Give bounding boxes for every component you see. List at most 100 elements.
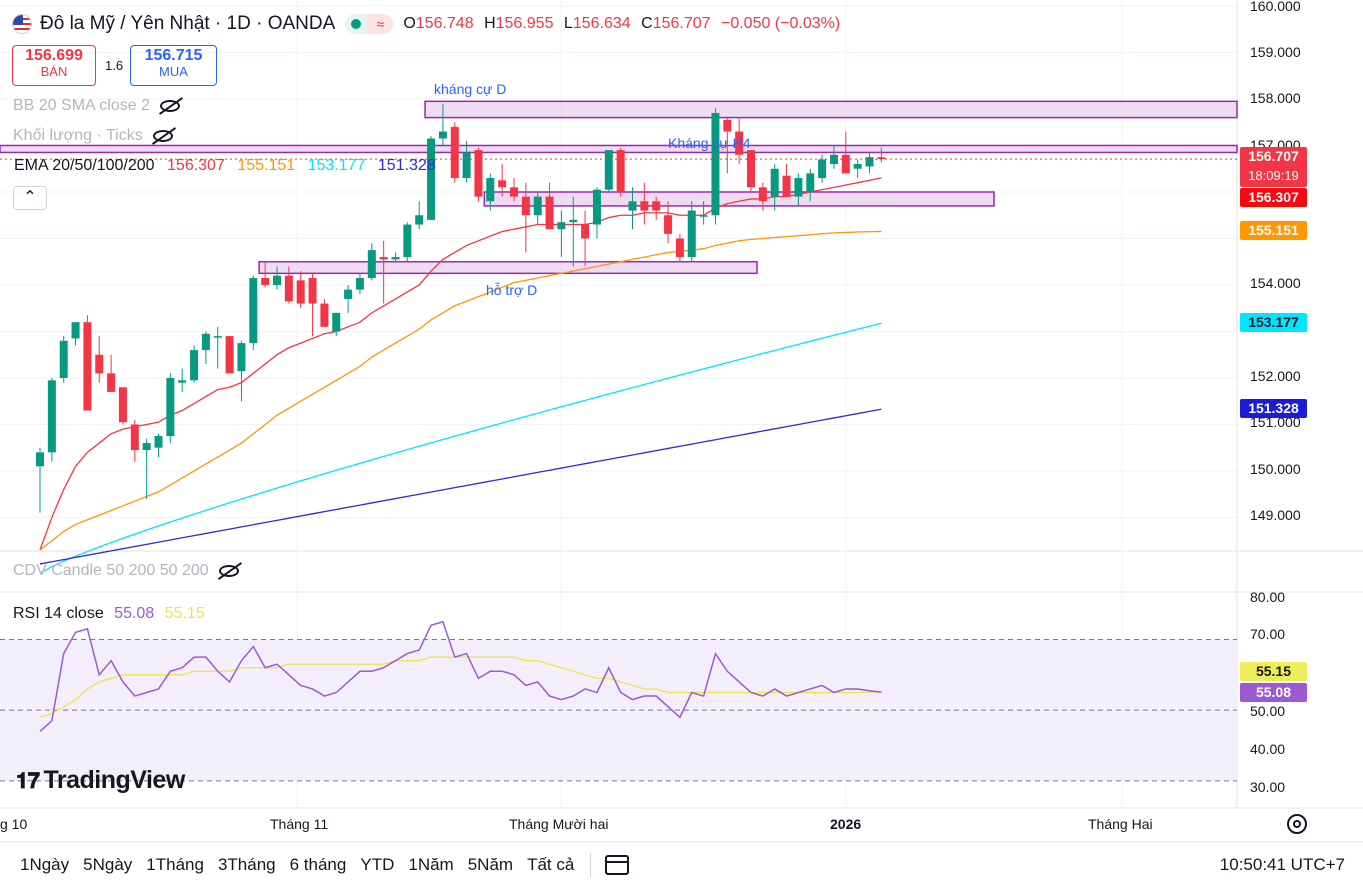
market-open-icon <box>345 14 368 34</box>
rsi-band <box>0 639 1237 781</box>
symbol-title[interactable]: Đô la Mỹ / Yên Nhật · 1D · OANDA <box>40 13 336 34</box>
volume-indicator-legend[interactable]: Khối lượng · Ticks <box>13 127 173 145</box>
range-5d-button[interactable]: 5Ngày <box>83 855 133 874</box>
low-label: L <box>563 15 573 32</box>
candle-body <box>249 278 258 344</box>
close-label: C <box>641 15 653 32</box>
candle-body <box>403 224 412 258</box>
price-axis-label: 160.000 <box>1250 0 1301 14</box>
ema20-line <box>39 177 882 551</box>
range-3m-button[interactable]: 3Tháng <box>217 855 276 874</box>
candle-body <box>723 119 732 132</box>
candle-body <box>213 336 222 338</box>
candle-body <box>130 424 139 451</box>
candle-body <box>557 222 566 230</box>
ema100-price-tag: 153.177 <box>1240 313 1307 332</box>
candle-body <box>711 112 720 216</box>
candle-body <box>747 150 755 188</box>
range-1d-button[interactable]: 1Ngày <box>20 855 70 874</box>
collapse-legend-button[interactable]: ⌃ <box>13 186 47 210</box>
price-axis-label: 159.000 <box>1250 44 1301 60</box>
range-1m-button[interactable]: 1Tháng <box>146 855 204 874</box>
candle-body <box>36 452 44 467</box>
date-range-calendar-icon[interactable] <box>605 855 630 875</box>
candle-body <box>320 303 329 327</box>
hidden-eye-icon[interactable] <box>218 564 239 577</box>
bb-indicator-legend[interactable]: BB 20 SMA close 2 <box>13 97 180 115</box>
clock-timezone[interactable]: 10:50:41 UTC+7 <box>1219 855 1345 874</box>
open-value: 156.748 <box>415 15 474 32</box>
candle-body <box>47 380 56 453</box>
candle-body <box>758 187 767 202</box>
range-1y-button[interactable]: 1Năm <box>408 855 454 874</box>
bb-indicator-label: BB 20 SMA close 2 <box>13 97 150 114</box>
candle-body <box>415 215 424 225</box>
candle-body <box>59 340 68 378</box>
cdv-indicator-legend[interactable]: CDV Candle 50 200 50 200 <box>13 562 239 580</box>
symbol-header: Đô la Mỹ / Yên Nhật · 1D · OANDA ≈ O156.… <box>12 10 846 38</box>
candle-body <box>284 275 293 302</box>
resistance-d-annotation[interactable]: kháng cự D <box>434 81 507 97</box>
rsi-legend[interactable]: RSI 14 close 55.08 55.15 <box>13 605 205 623</box>
candle-body <box>818 159 827 179</box>
candle-body <box>201 333 210 351</box>
ema200-price-tag: 151.328 <box>1240 399 1307 418</box>
candle-body <box>770 168 779 197</box>
candle-body <box>794 178 803 197</box>
candle-body <box>865 157 874 167</box>
hidden-eye-icon[interactable] <box>159 99 180 112</box>
candle-body <box>237 343 246 371</box>
candle-body <box>604 150 613 190</box>
candle-body <box>510 187 518 197</box>
brand-name: TradingView <box>43 766 185 794</box>
high-value: 156.955 <box>495 15 554 32</box>
candle-body <box>178 380 187 383</box>
candle-body <box>841 154 850 174</box>
range-ytd-button[interactable]: YTD <box>360 855 395 874</box>
price-axis-label: 152.000 <box>1250 368 1301 384</box>
candle-body <box>450 126 459 179</box>
sell-label: BÁN <box>40 64 68 79</box>
candle-body <box>438 131 447 139</box>
candle-body <box>391 257 400 260</box>
candle-body <box>107 373 116 392</box>
high-label: H <box>484 15 496 32</box>
candle-body <box>190 350 199 381</box>
ema20-price-tag: 156.307 <box>1240 188 1307 207</box>
range-all-button[interactable]: Tất cả <box>527 855 575 874</box>
hidden-eye-icon[interactable] <box>152 129 173 142</box>
sr-zone <box>483 191 995 207</box>
ema100-value: 153.177 <box>307 157 366 174</box>
current-price-tag[interactable]: 156.707 18:09:19 <box>1240 147 1307 187</box>
candle-body <box>427 138 436 220</box>
candle-body <box>616 150 625 192</box>
rsi-ma-value: 55.15 <box>164 605 205 622</box>
time-axis-label: Tháng 11 <box>270 816 329 832</box>
ema-label: EMA 20/50/100/200 <box>14 157 155 174</box>
range-5y-button[interactable]: 5Năm <box>467 855 514 874</box>
rsi-value: 55.08 <box>114 605 155 622</box>
time-axis-label: Tháng Hai <box>1088 816 1153 832</box>
timeframe-toolbar: 1Ngày 5Ngày 1Tháng 3Tháng 6 tháng YTD 1N… <box>0 848 1363 882</box>
sell-button[interactable]: 156.699 BÁN <box>12 45 96 86</box>
buy-button[interactable]: 156.715 MUA <box>130 45 217 86</box>
candle-body <box>118 387 127 423</box>
candle-body <box>699 215 708 217</box>
support-d-annotation[interactable]: hỗ trợ D <box>486 282 538 298</box>
rsi-ma-tag: 55.15 <box>1240 662 1307 681</box>
ohlc-readout: O156.748 H156.955 L156.634 C156.707 −0.0… <box>403 15 846 33</box>
change-value: −0.050 (−0.03%) <box>720 15 841 32</box>
candle-body <box>806 173 815 192</box>
resistance-h4-annotation[interactable]: Kháng cự H4 <box>668 135 751 151</box>
ema-legend[interactable]: EMA 20/50/100/200 156.307 155.151 153.17… <box>14 157 436 175</box>
candle-body <box>521 196 530 216</box>
candle-body <box>474 150 483 197</box>
market-status-pill[interactable]: ≈ <box>345 14 394 34</box>
open-label: O <box>403 15 416 32</box>
ema50-price-tag: 155.151 <box>1240 221 1307 240</box>
candle-body <box>675 238 684 258</box>
candle-body <box>71 322 80 339</box>
range-6m-button[interactable]: 6 tháng <box>289 855 347 874</box>
settings-gear-icon[interactable] <box>1287 814 1307 834</box>
